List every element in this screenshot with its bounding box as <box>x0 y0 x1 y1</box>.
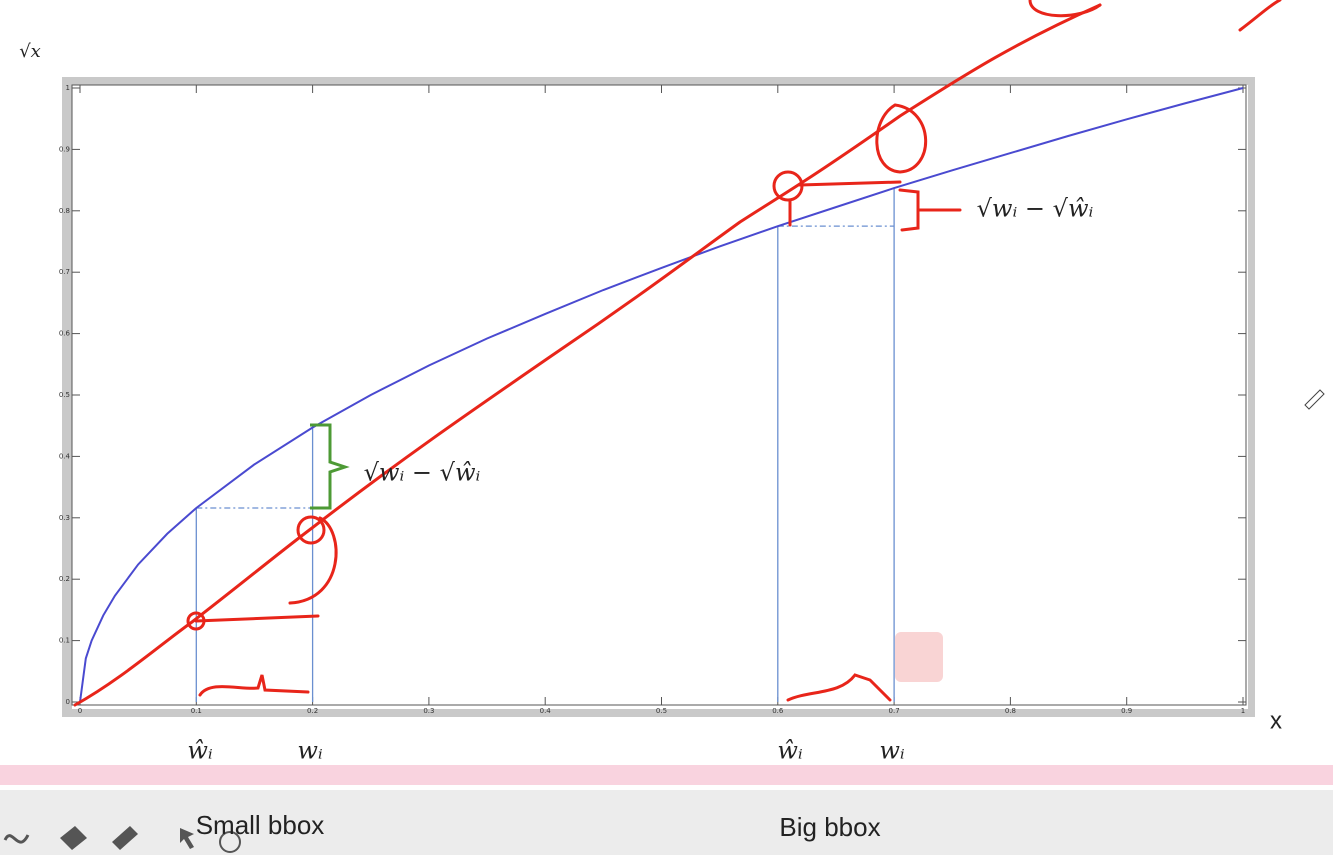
chart: 0 0.1 0.2 0.3 0.4 0.5 0.6 0.7 0.8 0.9 1 0 0.1 0.2 0.3 0… <box>59 84 1247 715</box>
annotation: ŵᵢ <box>777 737 803 765</box>
x-tick-label: 0.7 <box>889 707 900 715</box>
drawn-stroke <box>788 180 902 227</box>
x-tick-label: 0.4 <box>540 707 552 715</box>
drawn-brace <box>786 673 892 702</box>
y-tick-label: 0.4 <box>59 452 71 460</box>
drawn-stroke <box>1028 0 1282 32</box>
x-tick-label: 1 <box>1241 707 1245 715</box>
y-tick-label: 0.3 <box>59 514 70 522</box>
drawn-circle <box>875 103 928 174</box>
drawn-circle <box>296 515 326 545</box>
x-tick-label: 0.3 <box>423 707 434 715</box>
data-line <box>79 87 1244 703</box>
toolbar-icons <box>3 826 241 853</box>
icon-eraser[interactable] <box>112 826 138 850</box>
x-axis-label: x <box>1270 707 1282 734</box>
y-tick-label: 0.5 <box>59 391 70 399</box>
icon-record[interactable] <box>219 831 241 853</box>
drawn-stroke <box>194 614 320 623</box>
annotation: √wᵢ − √ŵᵢ <box>977 195 1094 223</box>
caption: Small bbox <box>196 810 325 840</box>
x-tick-label: 0.6 <box>772 707 784 715</box>
annotation: ŵᵢ <box>187 737 213 765</box>
x-tick-label: 0.2 <box>307 707 318 715</box>
y-tick-label: 1 <box>66 84 70 92</box>
x-tick-label: 0 <box>78 707 82 715</box>
pen-cursor <box>1304 389 1325 410</box>
drawn-stroke <box>288 516 338 605</box>
toolbar <box>0 790 1333 855</box>
icon-fill[interactable] <box>60 826 87 850</box>
annotation: wᵢ <box>879 737 905 765</box>
plot-area <box>72 85 1248 709</box>
y-tick-label: 0.7 <box>59 268 70 276</box>
green-brace <box>310 423 350 510</box>
x-tick-label: 0.5 <box>656 707 667 715</box>
y-tick-label: 0.6 <box>59 330 71 338</box>
highlight-bar <box>0 765 1333 785</box>
x-tick-label: 0.8 <box>1005 707 1016 715</box>
zoom-button[interactable] <box>895 632 943 682</box>
y-tick-label: 0 <box>66 698 70 706</box>
y-tick-label: 0.2 <box>59 575 70 583</box>
x-tick-label: 0.9 <box>1121 707 1132 715</box>
drawn-brace <box>198 674 310 697</box>
caption: Big bbox <box>779 812 880 842</box>
icon-pointer[interactable] <box>180 828 194 849</box>
y-tick-label: 0.9 <box>59 145 70 153</box>
y-tick-label: 0.8 <box>59 207 70 215</box>
annotation: √wᵢ − √ŵᵢ <box>364 459 481 487</box>
drawn-brace <box>898 188 962 232</box>
icon-curve[interactable] <box>3 834 30 844</box>
pen-annotations <box>73 0 1282 707</box>
y-tick-label: 0.1 <box>59 637 70 645</box>
y-axis-label: √x <box>19 41 41 62</box>
annotation: wᵢ <box>297 737 323 765</box>
x-tick-label: 0.1 <box>191 707 202 715</box>
